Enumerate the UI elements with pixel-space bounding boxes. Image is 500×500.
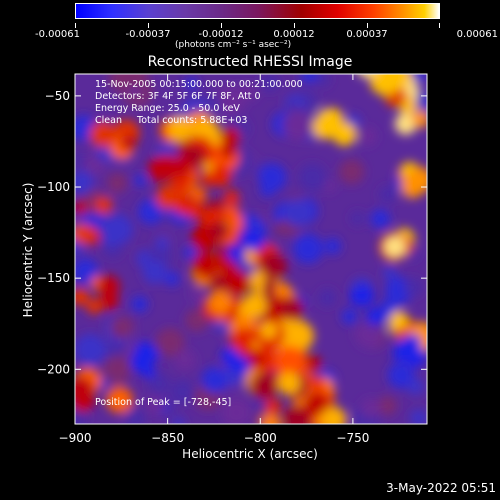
colorbar-tick-label: -0.00012 bbox=[198, 29, 244, 40]
info-clean-counts: Clean Total counts: 5.88E+03 bbox=[95, 115, 248, 126]
colorbar-tick-label: 0.00012 bbox=[273, 29, 315, 40]
info-energy-range: Energy Range: 25.0 - 50.0 keV bbox=[95, 103, 240, 114]
info-detectors: Detectors: 3F 4F 5F 6F 7F 8F, Att 0 bbox=[95, 91, 261, 102]
x-tick-label: −800 bbox=[244, 431, 277, 445]
colorbar-tick bbox=[221, 23, 222, 28]
timestamp: 3-May-2022 05:51 bbox=[386, 481, 496, 495]
colorbar-gradient bbox=[75, 3, 440, 19]
plot-frame bbox=[74, 73, 428, 425]
colorbar-tick-label: -0.00061 bbox=[35, 29, 80, 40]
colorbar-tick bbox=[439, 23, 440, 28]
colorbar-tick bbox=[367, 23, 368, 28]
y-tick-label: −150 bbox=[37, 271, 70, 285]
colorbar-tick bbox=[148, 23, 149, 28]
info-peak-position: Position of Peak = [-728,-45] bbox=[95, 397, 232, 408]
colorbar-tick bbox=[294, 23, 295, 28]
x-axis-label: Heliocentric X (arcsec) bbox=[182, 447, 318, 461]
colorbar-units: (photons cm⁻² s⁻¹ asec⁻²) bbox=[175, 40, 292, 50]
info-time-range: 15-Nov-2005 00:15:00.000 to 00:21:00.000 bbox=[95, 79, 303, 90]
chart-title: Reconstructed RHESSI Image bbox=[147, 54, 353, 70]
y-tick-label: −200 bbox=[37, 362, 70, 376]
colorbar-tick-label: -0.00037 bbox=[125, 29, 171, 40]
x-tick-label: −750 bbox=[336, 431, 369, 445]
y-tick-label: −50 bbox=[45, 89, 70, 103]
colorbar-tick-label: 0.00061 bbox=[456, 29, 498, 40]
y-axis-label: Heliocentric Y (arcsec) bbox=[21, 182, 35, 318]
x-tick-label: −900 bbox=[59, 431, 92, 445]
colorbar-tick-label: 0.00037 bbox=[346, 29, 388, 40]
y-tick-label: −100 bbox=[37, 180, 70, 194]
x-tick-label: −850 bbox=[151, 431, 184, 445]
colorbar-tick bbox=[75, 23, 76, 28]
